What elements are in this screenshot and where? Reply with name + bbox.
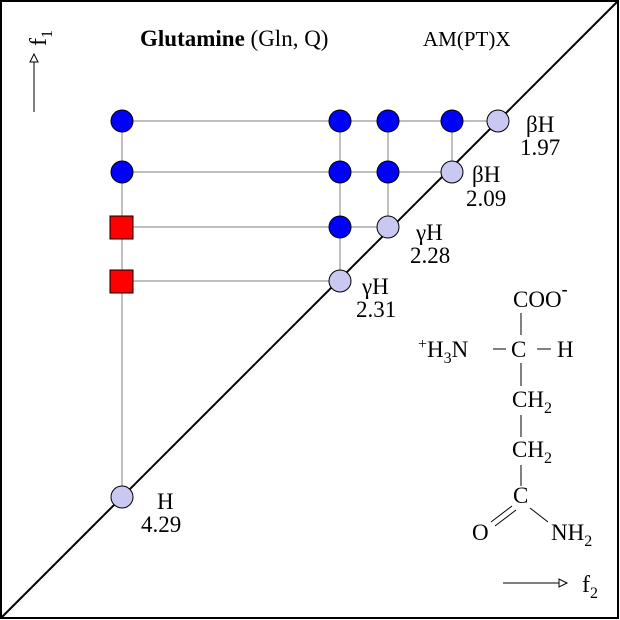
alpha-hydrogen: H	[557, 337, 574, 362]
cross-peaks	[110, 109, 464, 239]
cross-peak	[110, 109, 134, 133]
cross-peak	[328, 109, 352, 133]
peak-labels: βH 1.97 βH 2.09 γH 2.28 γH 2.31 H 4.29	[141, 112, 560, 537]
ammonium-group: +H3N	[418, 336, 469, 367]
amide-group: NH2	[551, 520, 592, 550]
axis-f2-label: f2	[582, 572, 598, 602]
cross-peak	[376, 160, 400, 184]
diagonal-peak	[328, 269, 352, 293]
spin-system-label: AM(PT)X	[423, 27, 511, 51]
diagonal-peak	[440, 160, 464, 184]
peak-label-shift: 4.29	[141, 512, 181, 537]
peak-label-shift: 2.31	[356, 297, 396, 322]
gamma-methylene: CH2	[512, 437, 552, 467]
cross-peak	[110, 160, 134, 184]
axis-f2-arrowhead	[558, 578, 569, 588]
peak-label-shift: 1.97	[520, 135, 560, 160]
peak-label-name: γH	[415, 220, 443, 245]
relayed-peak	[109, 215, 134, 240]
diagonal-peak	[376, 215, 400, 239]
cross-peak	[440, 109, 464, 133]
cross-peak	[376, 109, 400, 133]
figure-title: Glutamine (Gln, Q)	[140, 26, 328, 51]
title-code: (Gln, Q)	[245, 26, 329, 51]
cross-peak	[328, 215, 352, 239]
carboxylate-group: COO-	[513, 279, 568, 312]
carbonyl-carbon: C	[513, 483, 528, 508]
cross-peak	[328, 160, 352, 184]
title-compound: Glutamine	[140, 26, 245, 51]
relayed-peaks	[109, 215, 134, 294]
bond-c-amide	[529, 507, 549, 523]
peak-label-name: βH	[526, 112, 554, 137]
diagonal-peak	[110, 485, 134, 509]
double-bond-co-2	[494, 509, 517, 527]
peak-label-shift: 2.09	[466, 186, 506, 211]
carbonyl-oxygen: O	[472, 520, 489, 545]
alpha-carbon: C	[511, 337, 526, 362]
axis-f1-label: f1	[26, 30, 56, 46]
chemical-structure: COO- +H3N C H CH2 CH2 C O NH2	[418, 279, 592, 550]
peak-label-name: H	[157, 489, 174, 514]
peak-label-name: γH	[361, 274, 389, 299]
peak-label-shift: 2.28	[410, 243, 450, 268]
peak-label-name: βH	[472, 162, 500, 187]
diagonal-peak	[486, 109, 510, 133]
relayed-peak	[109, 269, 134, 294]
diagonal-peaks	[110, 109, 510, 509]
double-bond-co-1	[490, 505, 513, 523]
axis-f1-arrowhead	[29, 52, 39, 63]
beta-methylene: CH2	[512, 387, 552, 417]
